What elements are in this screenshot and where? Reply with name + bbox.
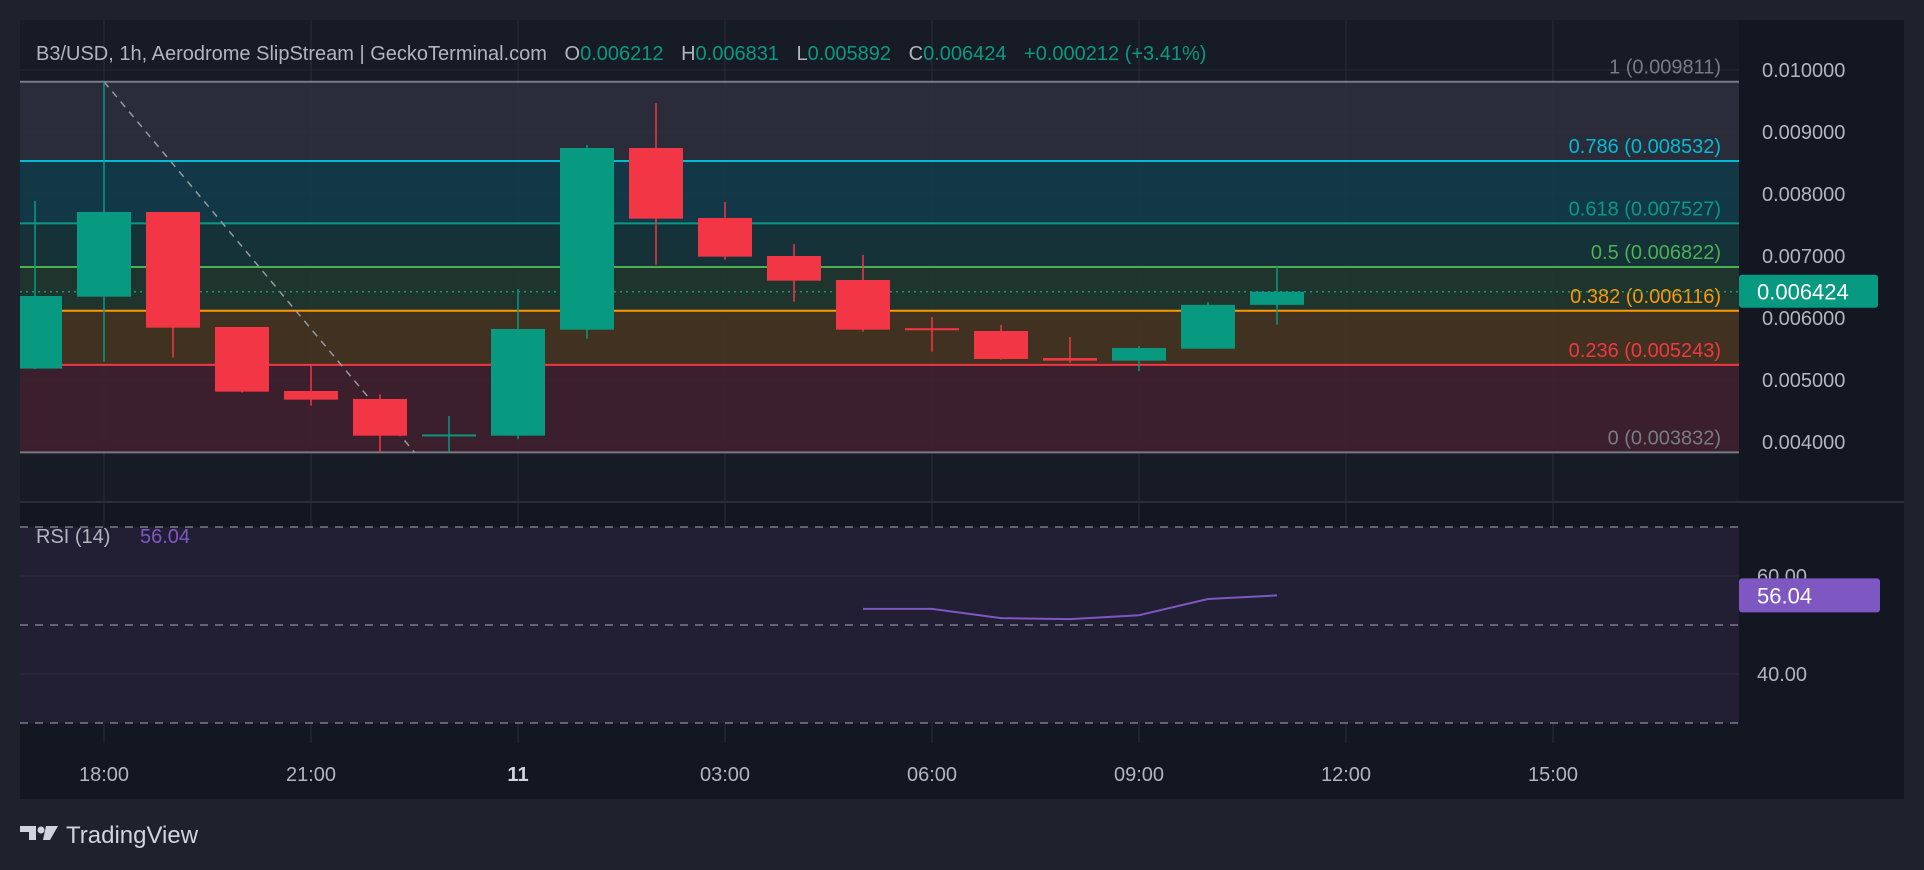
candle-body [698,217,752,257]
fib-level-label: 0.5 (0.006822) [1591,242,1721,264]
tradingview-logo-icon [20,826,58,840]
candle-01:00[interactable] [560,145,614,339]
candle-17:00[interactable] [20,201,62,370]
candle-body [1043,357,1097,361]
tradingview-brand: TradingView [66,822,199,849]
candle-09:00[interactable] [1112,346,1166,372]
fib-level-label: 1 (0.009811) [1609,57,1721,79]
candle-00:00[interactable] [491,288,545,440]
high-value: 0.006831 [696,43,779,65]
candle-02:00[interactable] [629,102,683,265]
candle-body [215,326,269,392]
candle-07:00[interactable] [974,325,1028,360]
candle-19:00[interactable] [146,211,200,358]
price-tick-label: 0.004000 [1762,432,1845,454]
close-value: 0.006424 [923,43,1006,65]
open-label: O [565,43,581,65]
candle-04:00[interactable] [767,243,821,302]
candle-body [353,398,407,436]
rsi-current-value: 56.04 [140,526,190,548]
price-tick-label: 0.006000 [1762,308,1845,330]
time-tick-label: 06:00 [907,764,957,786]
candle-body [560,147,614,330]
time-tick-label: 15:00 [1528,764,1578,786]
price-axis[interactable] [1739,20,1904,743]
candle-23:00[interactable] [422,416,476,453]
rsi-value-tag-label: 56.04 [1757,583,1812,608]
low-value: 0.005892 [808,43,891,65]
time-tick-label: 12:00 [1321,764,1371,786]
candle-08:00[interactable] [1043,336,1097,363]
candle-body [836,279,890,330]
last-price-tag [1739,274,1878,308]
last-price-label: 0.006424 [1757,280,1849,305]
time-tick-label: 03:00 [700,764,750,786]
fib-level-label: 0.382 (0.006116) [1570,286,1721,308]
candle-body [905,328,959,331]
price-tick-label: 0.009000 [1762,122,1845,144]
candle-10:00[interactable] [1181,302,1235,349]
fib-zone-0.786 [20,161,1739,224]
change-value: +0.000212 (+3.41%) [1024,43,1206,65]
axes: 0.010000 0.009000 0.008000 0.007000 0.006000… [20,20,1904,786]
candle-06:00[interactable] [905,317,959,352]
candle-11:00[interactable] [1250,266,1304,325]
price-tick-label: 0.008000 [1762,184,1845,206]
rsi-value-tag [1739,578,1880,613]
fib-level-label: 0.236 (0.005243) [1569,340,1721,362]
chart-legend: B3/USD, 1h, Aerodrome SlipStream | Gecko… [36,43,1206,65]
candle-body [422,434,476,437]
time-tick-label: 21:00 [286,764,336,786]
candle-body [974,331,1028,359]
rsi-tick-label: 40.00 [1757,664,1807,686]
candle-body [1250,291,1304,305]
candles [20,81,1304,453]
candle-22:00[interactable] [353,394,407,453]
time-tick-label: 09:00 [1114,764,1164,786]
candle-05:00[interactable] [836,255,890,332]
candle-body [629,147,683,219]
fib-level-label: 0.618 (0.007527) [1569,198,1721,220]
candle-body [1181,304,1235,349]
price-tick-label: 0.007000 [1762,246,1845,268]
candle-03:00[interactable] [698,201,752,260]
open-value: 0.006212 [580,43,663,65]
candle-18:00[interactable] [77,81,131,362]
symbol-title: B3/USD, 1h, Aerodrome SlipStream | Gecko… [36,43,547,65]
fib-level-label: 0.786 (0.008532) [1569,136,1721,158]
fib-zone-1 [20,81,1739,162]
tradingview-logo[interactable]: TradingView [20,822,199,849]
candle-20:00[interactable] [215,326,269,393]
fib-zone-0.236 [20,364,1739,453]
rsi-line[interactable] [863,594,1278,621]
candle-body [20,295,62,369]
candle-body [491,328,545,436]
close-label: C [909,43,923,65]
fib-trend-line[interactable] [103,81,416,453]
candle-body [767,256,821,281]
price-tick-label: 0.005000 [1762,370,1845,392]
candle-body [146,211,200,328]
candle-body [284,390,338,400]
fib-level-label: 0 (0.003832) [1608,427,1721,449]
price-tick-label: 0.010000 [1762,60,1845,82]
rsi-title: RSI (14) [36,526,110,548]
time-tick-label: 18:00 [79,764,129,786]
time-tick-label: 11 [507,764,528,786]
candle-body [77,211,131,297]
candle-21:00[interactable] [284,365,338,406]
high-label: H [681,43,695,65]
candle-body [1112,348,1166,361]
fib-zone-0.618 [20,223,1739,268]
fibonacci-retracement[interactable]: 1 (0.009811) 0.786 (0.008532) 0.618 (0.007… [20,57,1739,454]
low-label: L [797,43,808,65]
